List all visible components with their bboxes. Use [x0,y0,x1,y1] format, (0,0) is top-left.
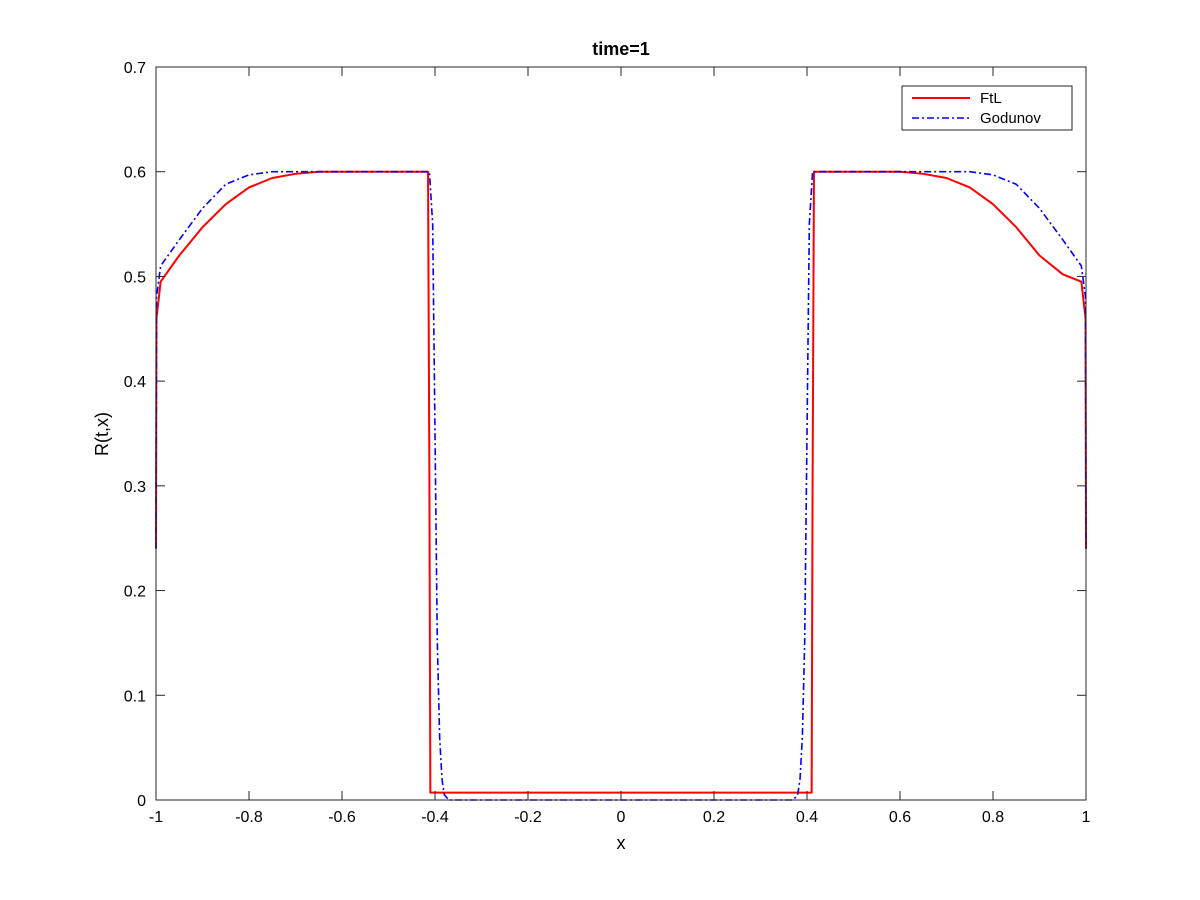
x-tick-label: -0.6 [328,809,356,826]
x-tick-label: -0.4 [421,809,449,826]
legend-label-ftl: FtL [980,90,1002,107]
y-tick-label: 0.2 [124,584,146,601]
x-tick-label: 0 [617,809,626,826]
y-axis-label: R(t,x) [92,412,112,456]
tick-layer: -1 -0.8 -0.6 -0.4 -0.2 0 0.2 0.4 0.6 0.8 1 0 0.1 0.2 0… [124,60,1091,826]
x-tick-label: -0.2 [514,809,542,826]
x-tick-label: 0.6 [889,809,911,826]
x-tick-label: -0.8 [235,809,263,826]
legend-label-godunov: Godunov [980,110,1041,127]
y-tick-label: 0.4 [124,374,146,391]
x-tick-label: 0.8 [982,809,1004,826]
chart-title: time=1 [592,39,650,59]
y-tick-label: 0 [137,793,146,810]
y-tick-label: 0.7 [124,60,146,77]
y-tick-label: 0.3 [124,479,146,496]
plot-area [156,67,1086,800]
legend: FtL Godunov [901,85,1073,131]
x-tick-label: 0.4 [796,809,818,826]
x-tick-label: 0.2 [703,809,725,826]
y-tick-label: 0.5 [124,269,146,286]
y-tick-label: 0.1 [124,688,146,705]
legend-box [901,85,1073,131]
y-tick-label: 0.6 [124,165,146,182]
x-axis-label: x [617,833,626,853]
x-tick-label: 1 [1082,809,1091,826]
x-tick-label: -1 [149,809,163,826]
